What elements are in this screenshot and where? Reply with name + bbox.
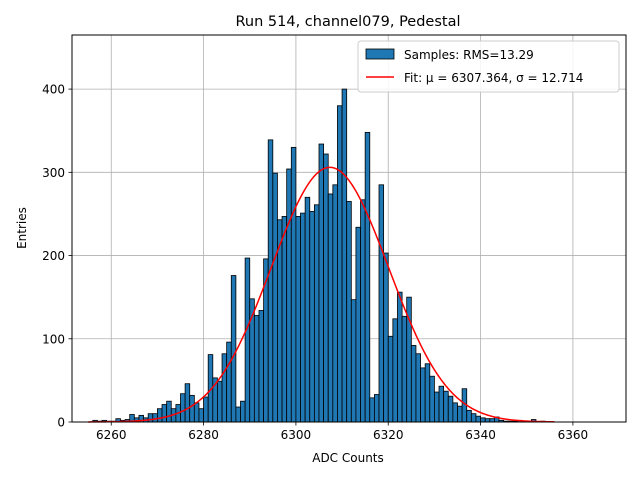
histogram-bar — [230, 275, 237, 423]
histogram-bar — [318, 143, 325, 423]
histogram-bar — [272, 172, 278, 423]
histogram-bar — [355, 226, 361, 423]
histogram-bar — [267, 139, 274, 423]
histogram-bar — [443, 390, 449, 423]
y-tick-label: 0 — [57, 416, 65, 430]
chart-title: Run 514, channel079, Pedestal — [235, 14, 460, 30]
histogram-bar — [253, 315, 260, 423]
histogram-bar — [166, 400, 172, 423]
y-axis-ticks: 0 100 200 300 400 — [42, 83, 72, 430]
histogram-bar — [240, 400, 246, 423]
y-axis-label: Entries — [15, 207, 29, 249]
histogram-bar — [387, 335, 394, 423]
histogram-bar — [415, 353, 421, 423]
histogram-bar — [350, 299, 357, 423]
histogram-bar — [369, 397, 375, 423]
histogram-bar — [401, 315, 408, 423]
x-tick-label: 6340 — [465, 428, 496, 442]
axes-frame — [71, 34, 627, 423]
histogram-bar — [327, 193, 334, 423]
histogram-bar — [364, 131, 371, 423]
histogram-bar — [152, 413, 158, 423]
legend-histogram-label: Samples: RMS=13.29 — [404, 48, 534, 62]
histogram-bar — [457, 405, 463, 423]
histogram-bar — [235, 406, 241, 423]
histogram-bar — [434, 391, 440, 423]
histogram-bar — [323, 153, 329, 423]
histogram-bar — [378, 184, 385, 423]
histogram-bar — [189, 394, 195, 423]
histogram-bar — [180, 393, 186, 423]
histogram-bar — [466, 409, 472, 423]
histogram-bar — [346, 201, 352, 423]
histogram-bar — [452, 402, 458, 423]
histogram-bar — [341, 88, 348, 423]
y-tick-label: 400 — [42, 83, 65, 97]
histogram-bar — [438, 385, 445, 423]
x-tick-label: 6300 — [281, 428, 312, 442]
histogram-bar — [221, 353, 228, 423]
legend: Samples: RMS=13.29 Fit: μ = 6307.364, σ … — [357, 40, 620, 93]
histogram-bar — [286, 168, 292, 423]
histogram-bar — [475, 415, 481, 423]
histogram-bar — [203, 396, 209, 423]
x-axis-ticks: 6260 6280 6300 6320 6340 6360 — [96, 422, 588, 442]
histogram-bar — [295, 216, 301, 423]
histogram-bar — [226, 341, 232, 423]
histogram-bar — [161, 404, 168, 423]
histogram-bar — [217, 380, 223, 423]
fit-curve — [88, 166, 555, 423]
histogram-bar — [424, 363, 431, 423]
x-tick-label: 6260 — [96, 428, 127, 442]
legend-fit-label: Fit: μ = 6307.364, σ = 12.714 — [404, 71, 583, 85]
y-tick-label: 100 — [42, 332, 65, 346]
histogram-bar — [290, 146, 297, 423]
histogram-bars — [92, 88, 546, 423]
histogram-bar — [300, 212, 306, 423]
histogram-bar — [157, 408, 163, 423]
y-tick-label: 200 — [42, 249, 65, 263]
histogram-bar — [429, 375, 435, 423]
histogram-bar — [383, 252, 389, 423]
histogram-bar — [420, 367, 426, 423]
x-axis-label: ADC Counts — [312, 451, 384, 465]
x-tick-label: 6320 — [373, 428, 404, 442]
x-tick-label: 6280 — [188, 428, 219, 442]
histogram-bar — [193, 402, 200, 423]
histogram-bar — [147, 413, 154, 423]
histogram-bar — [392, 318, 398, 423]
histogram-bar — [410, 345, 417, 423]
histogram-bar — [309, 211, 315, 423]
histogram-bar — [198, 408, 204, 423]
histogram-bar — [313, 204, 320, 423]
histogram-bar — [447, 395, 454, 423]
histogram-bar — [337, 105, 343, 423]
histogram-bar — [373, 394, 380, 423]
histogram-bar — [281, 216, 288, 423]
histogram-bar — [397, 291, 403, 423]
y-tick-label: 300 — [42, 166, 65, 180]
histogram-bar — [304, 196, 311, 423]
histogram-bar — [244, 257, 251, 423]
legend-box — [357, 40, 620, 93]
histogram-bar — [360, 199, 366, 423]
x-tick-label: 6360 — [558, 428, 589, 442]
histogram-bar — [258, 310, 264, 423]
histogram-bar — [480, 417, 486, 423]
legend-histogram-swatch — [365, 48, 395, 60]
histogram-bar — [184, 383, 191, 423]
histogram-bar — [332, 184, 338, 423]
histogram-bar — [470, 413, 477, 423]
